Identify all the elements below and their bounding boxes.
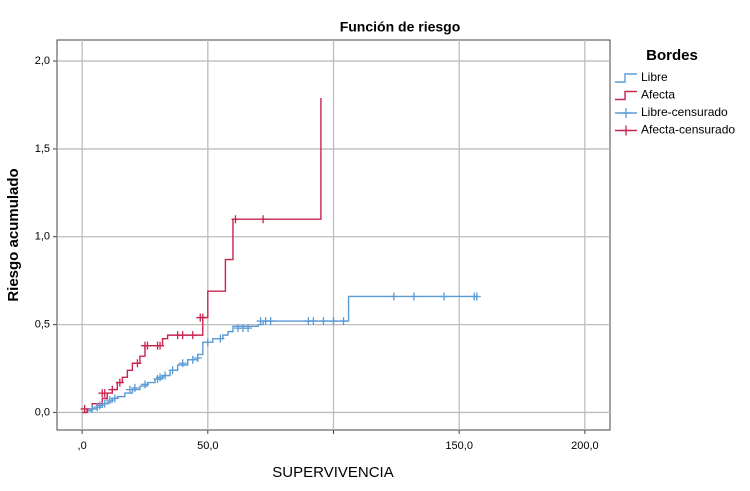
censored-marker: [389, 292, 398, 301]
censored-marker: [266, 317, 275, 326]
censored-marker: [409, 292, 418, 301]
censored-marker: [203, 338, 212, 347]
legend-label: Libre: [641, 70, 668, 84]
censored-marker: [105, 396, 114, 405]
legend-title: Bordes: [646, 47, 698, 64]
legend-label: Libre-censurado: [641, 105, 728, 119]
censored-marker: [244, 324, 253, 333]
censored-marker: [178, 331, 187, 340]
censored-marker: [329, 317, 338, 326]
censored-marker: [80, 404, 89, 413]
censored-marker: [161, 371, 170, 380]
y-tick-label: 0,5: [35, 319, 50, 331]
censored-marker: [115, 378, 124, 387]
censored-marker: [110, 394, 119, 403]
y-tick-label: 2,0: [35, 55, 50, 67]
censored-marker: [143, 341, 152, 350]
chart-title: Función de riesgo: [340, 19, 461, 35]
censored-marker: [216, 334, 225, 343]
censored-marker: [130, 383, 139, 392]
x-tick-label: ,0: [78, 440, 87, 452]
censored-marker: [95, 401, 104, 410]
censored-marker: [156, 341, 165, 350]
x-tick-label: 50,0: [197, 440, 218, 452]
y-axis-label: Riesgo acumulado: [5, 168, 22, 301]
censored-marker: [100, 389, 109, 398]
censored-marker: [198, 313, 207, 322]
x-axis-label: SUPERVIVENCIA: [272, 464, 393, 481]
censored-marker: [472, 292, 481, 301]
censored-marker: [100, 399, 109, 408]
censored-marker: [178, 359, 187, 368]
censored-marker: [339, 317, 348, 326]
censored-marker: [319, 317, 328, 326]
legend-swatch: [621, 108, 631, 118]
legend-label: Afecta: [641, 88, 675, 102]
x-tick-label: 150,0: [445, 440, 473, 452]
censored-marker: [188, 355, 197, 364]
censored-marker: [440, 292, 449, 301]
censored-marker: [231, 215, 240, 224]
censored-marker: [88, 404, 97, 413]
y-tick-label: 0,0: [35, 406, 50, 418]
x-tick-label: 200,0: [571, 440, 599, 452]
legend-label: Afecta-censurado: [641, 123, 735, 137]
censored-marker: [168, 366, 177, 375]
censored-marker: [309, 317, 318, 326]
censored-marker: [188, 331, 197, 340]
y-tick-label: 1,5: [35, 143, 50, 155]
y-tick-label: 1,0: [35, 231, 50, 243]
legend-swatch: [621, 125, 631, 136]
legend-swatch: [615, 73, 637, 83]
censored-marker: [140, 380, 149, 389]
censored-marker: [259, 215, 268, 224]
censored-marker: [108, 385, 117, 394]
censored-marker: [125, 385, 134, 394]
step-line: [82, 97, 322, 414]
censored-marker: [156, 373, 165, 382]
censored-marker: [133, 359, 142, 368]
legend-swatch: [615, 90, 637, 101]
censored-marker: [193, 353, 202, 362]
